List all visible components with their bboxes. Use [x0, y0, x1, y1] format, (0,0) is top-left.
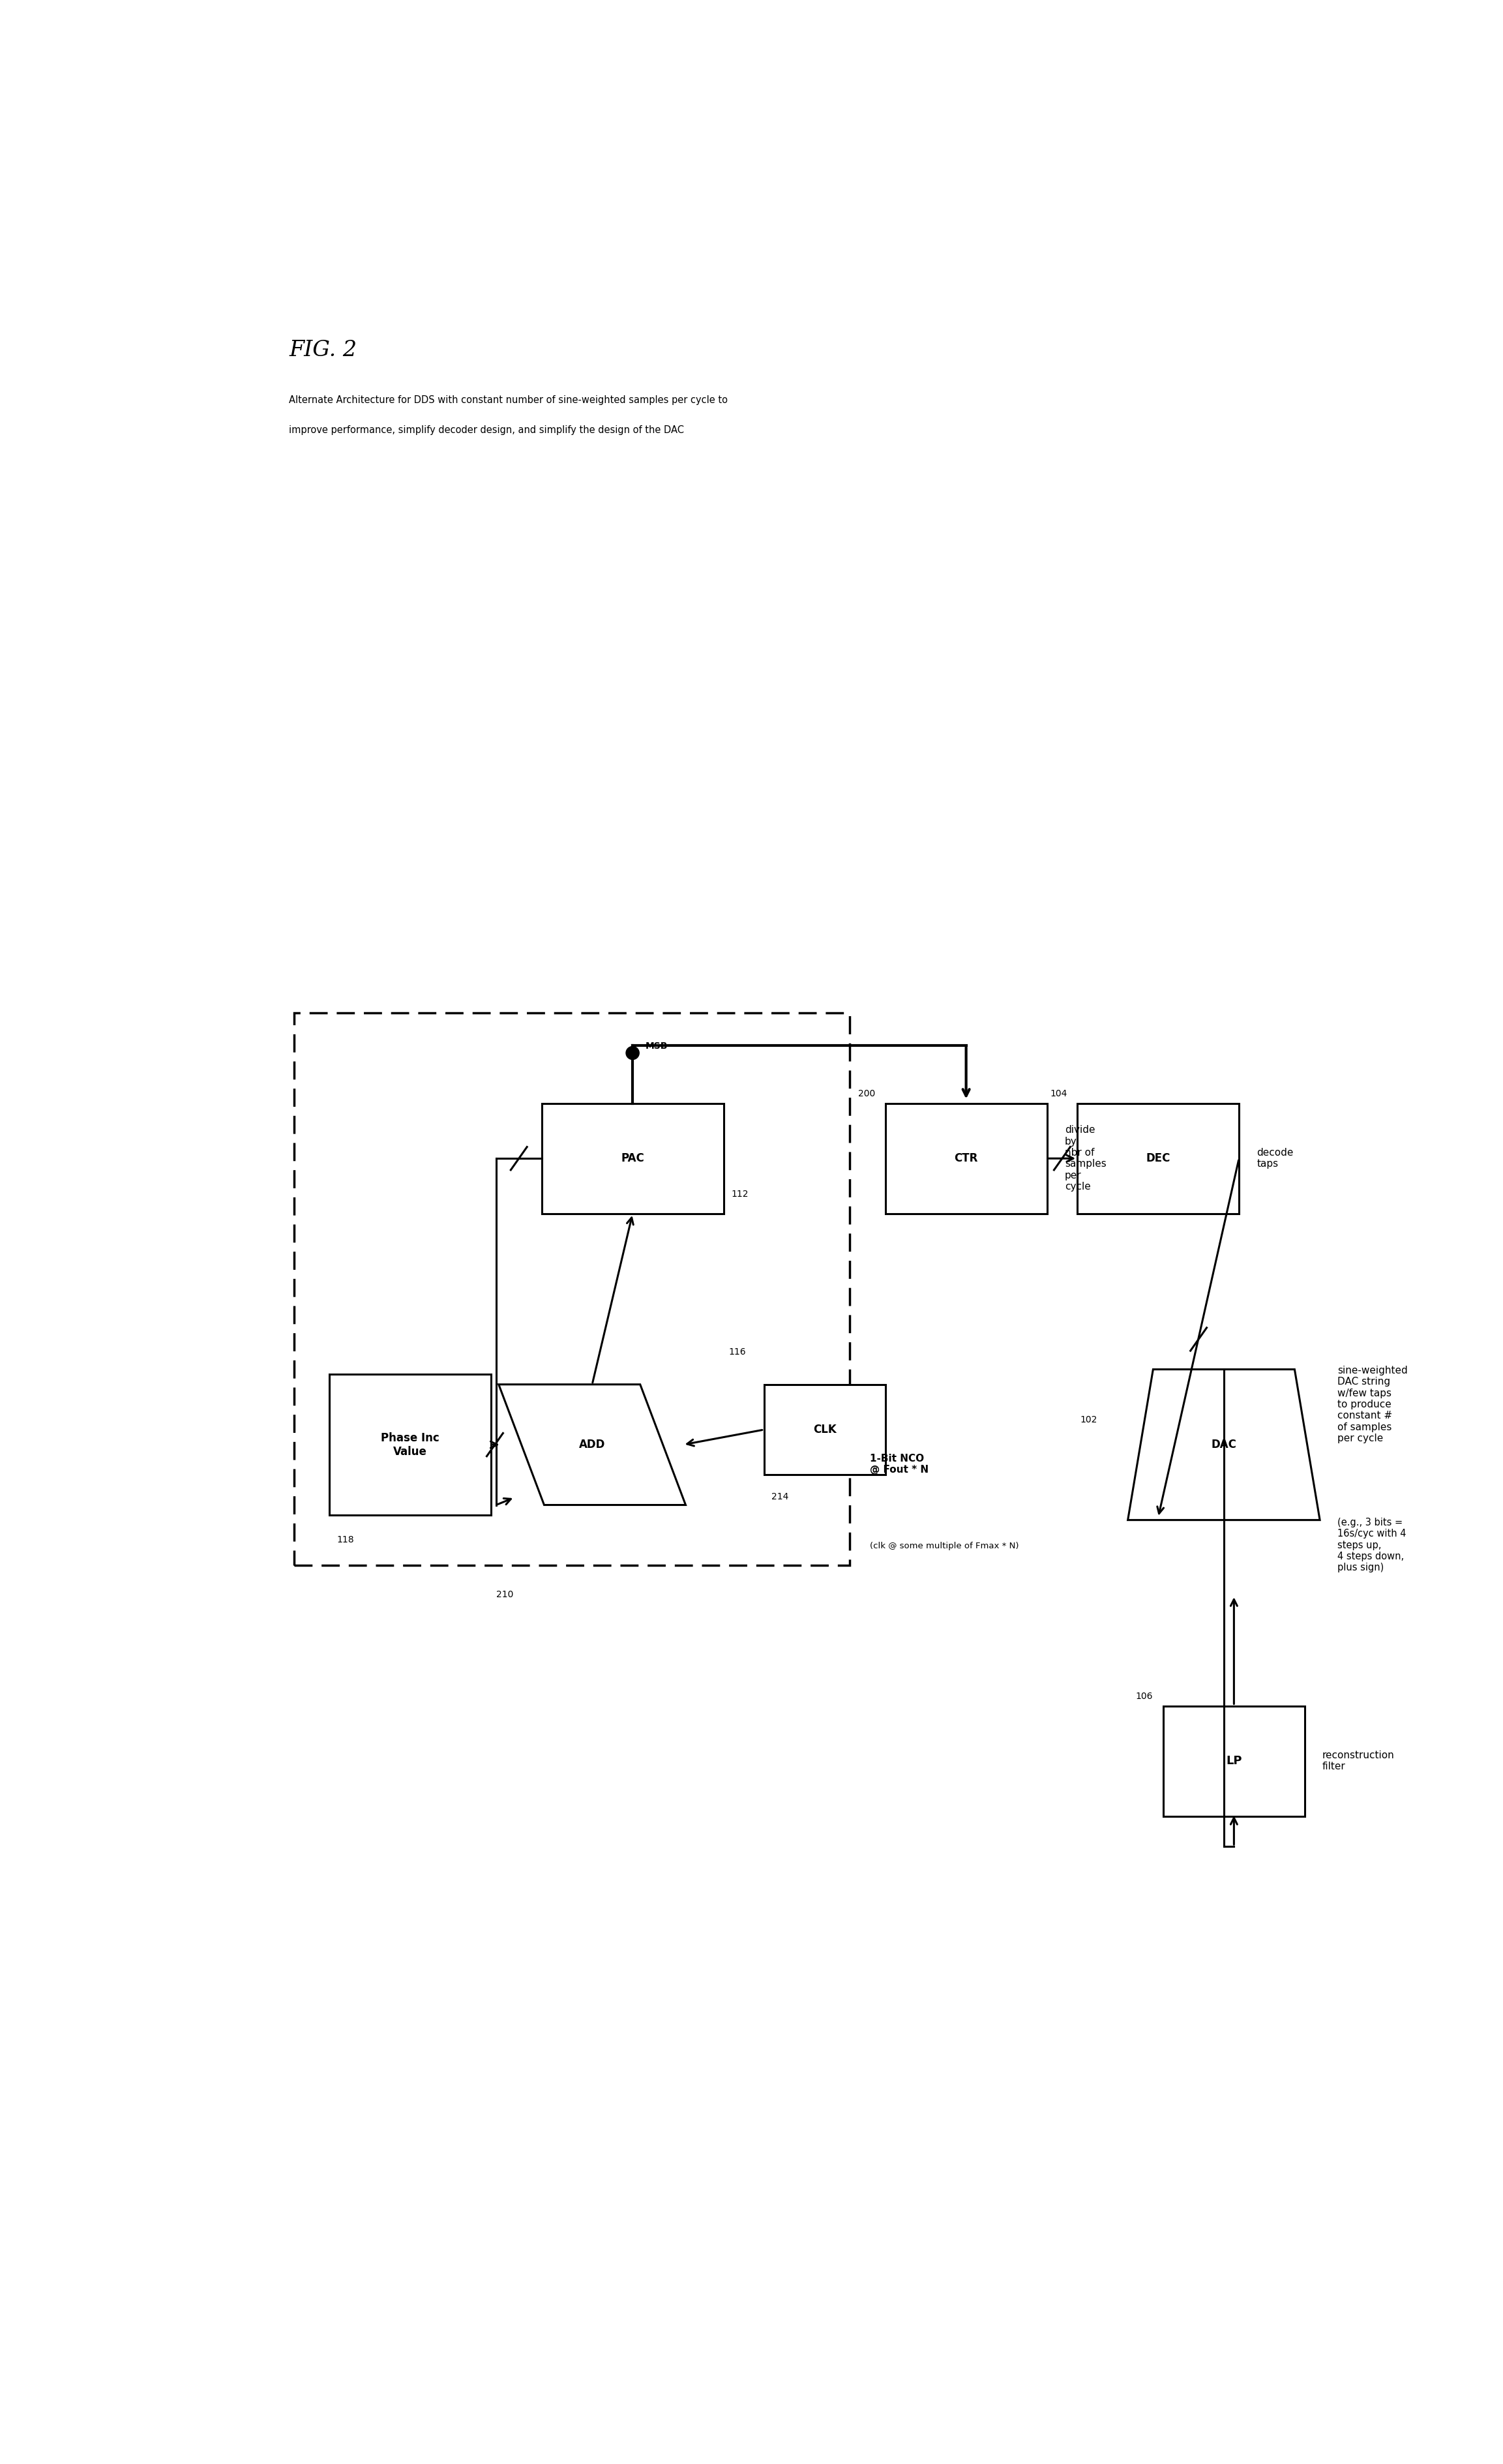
Text: Alternate Architecture for DDS with constant number of sine-weighted samples per: Alternate Architecture for DDS with cons… [289, 394, 727, 404]
Text: improve performance, simplify decoder design, and simplify the design of the DAC: improve performance, simplify decoder de… [289, 426, 684, 436]
Text: 102: 102 [1081, 1414, 1097, 1424]
Polygon shape [1127, 1370, 1320, 1520]
Text: PAC: PAC [621, 1153, 645, 1165]
Text: sine-weighted
DAC string
w/few taps
to produce
constant #
of samples
per cycle: sine-weighted DAC string w/few taps to p… [1338, 1365, 1408, 1444]
Text: 112: 112 [730, 1190, 748, 1198]
Text: 118: 118 [337, 1535, 355, 1545]
Bar [329, 1375, 491, 1515]
Text: 116: 116 [729, 1348, 747, 1358]
Polygon shape [499, 1385, 685, 1506]
Text: FIG. 2: FIG. 2 [289, 340, 356, 360]
Text: 214: 214 [771, 1493, 789, 1501]
Text: (clk @ some multiple of Fmax * N): (clk @ some multiple of Fmax * N) [870, 1542, 1019, 1550]
Text: 1-Bit NCO
@ Fout * N: 1-Bit NCO @ Fout * N [870, 1454, 929, 1476]
Text: 106: 106 [1136, 1693, 1153, 1700]
Text: LP: LP [1226, 1754, 1241, 1767]
Bar [1078, 1104, 1238, 1215]
Text: DAC: DAC [1211, 1439, 1237, 1451]
Text: 200: 200 [858, 1089, 875, 1099]
Bar [295, 1013, 849, 1565]
Bar [541, 1104, 723, 1215]
Circle shape [627, 1047, 639, 1060]
Text: reconstruction
filter: reconstruction filter [1323, 1749, 1395, 1772]
Text: (e.g., 3 bits =
16s/cyc with 4
steps up,
4 steps down,
plus sign): (e.g., 3 bits = 16s/cyc with 4 steps up,… [1338, 1518, 1407, 1572]
Bar [885, 1104, 1048, 1215]
Text: 104: 104 [1051, 1089, 1067, 1099]
Text: DEC: DEC [1145, 1153, 1171, 1165]
Text: CTR: CTR [954, 1153, 978, 1165]
Text: CLK: CLK [813, 1424, 836, 1437]
Text: decode
taps: decode taps [1257, 1148, 1294, 1168]
Bar [764, 1385, 885, 1476]
Text: Phase Inc
Value: Phase Inc Value [380, 1432, 439, 1456]
Text: divide
by
nbr of
samples
per
cycle: divide by nbr of samples per cycle [1064, 1126, 1106, 1193]
Text: MSB: MSB [645, 1042, 667, 1050]
Bar [1163, 1705, 1305, 1816]
Text: 210: 210 [496, 1589, 514, 1599]
Text: ADD: ADD [579, 1439, 606, 1451]
